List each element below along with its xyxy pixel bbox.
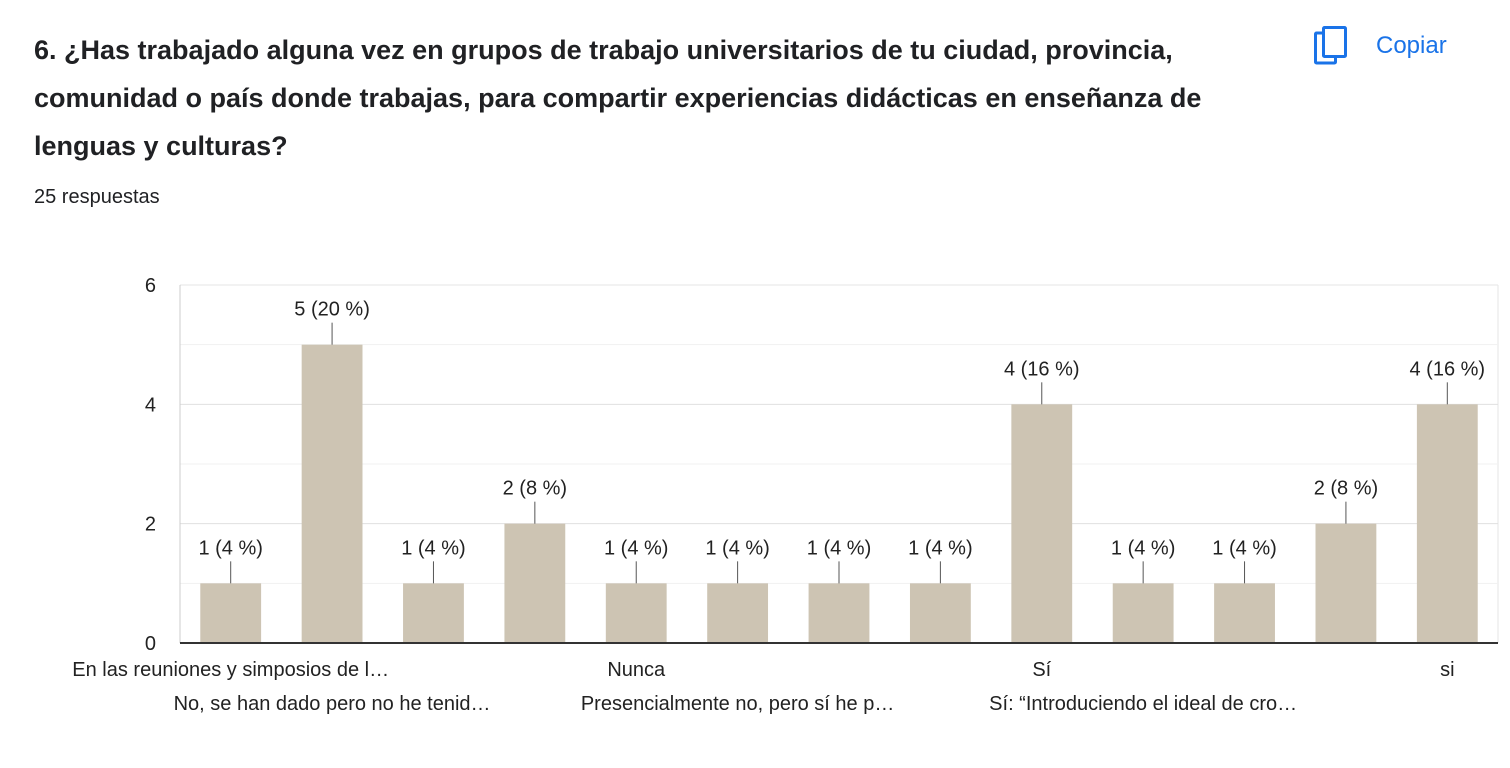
y-tick-label: 4 — [145, 394, 156, 416]
bar — [1112, 583, 1174, 643]
copy-icon — [1314, 26, 1347, 65]
bar — [403, 583, 464, 643]
data-label: 2 (8 %) — [503, 478, 567, 500]
data-label: 1 (4 %) — [198, 537, 262, 559]
data-label: 1 (4 %) — [1212, 537, 1276, 559]
y-tick-label: 2 — [145, 514, 156, 536]
data-label: 4 (16 %) — [1410, 358, 1486, 380]
data-label: 2 (8 %) — [1314, 478, 1378, 500]
data-label: 1 (4 %) — [807, 537, 871, 559]
data-label: 4 (16 %) — [1004, 358, 1080, 380]
x-tick-label: No, se han dado pero no he tenid… — [174, 693, 491, 715]
bar — [200, 583, 262, 643]
bar — [1214, 583, 1275, 643]
bar — [301, 344, 363, 643]
x-tick-label: Nunca — [607, 659, 666, 681]
bar — [504, 523, 566, 643]
bar-chart: 0 2 4 6 1 (4 %) 5 (20 %) 1 (4 %) 2 (8 %) 1 (4 %)… — [72, 275, 1499, 715]
data-label: 1 (4 %) — [705, 537, 769, 559]
y-tick-label: 6 — [145, 275, 156, 297]
x-tick-label: Sí: “Introduciendo el ideal de cro… — [989, 693, 1297, 715]
x-tick-label: si — [1440, 659, 1454, 681]
y-tick-label: 0 — [145, 633, 156, 655]
copy-button[interactable]: Copiar — [1314, 24, 1447, 68]
bar — [707, 583, 769, 643]
x-tick-label: Sí — [1032, 659, 1051, 681]
data-label: 1 (4 %) — [401, 537, 465, 559]
response-count: 25 respuestas — [34, 186, 160, 208]
bar — [909, 583, 971, 643]
data-label: 1 (4 %) — [604, 537, 668, 559]
bar — [1416, 404, 1478, 643]
question-title: 6. ¿Has trabajado alguna vez en grupos d… — [34, 35, 1202, 161]
data-label: 1 (4 %) — [1111, 537, 1175, 559]
bar — [1315, 523, 1377, 643]
x-tick-label: Presencialmente no, pero sí he p… — [581, 693, 895, 715]
data-label: 5 (20 %) — [294, 299, 370, 321]
x-tick-label: En las reuniones y simposios de l… — [72, 659, 389, 681]
copy-label: Copiar — [1376, 32, 1447, 59]
bar — [808, 583, 870, 643]
bar — [1011, 404, 1073, 643]
bar — [605, 583, 667, 643]
data-label: 1 (4 %) — [908, 537, 972, 559]
